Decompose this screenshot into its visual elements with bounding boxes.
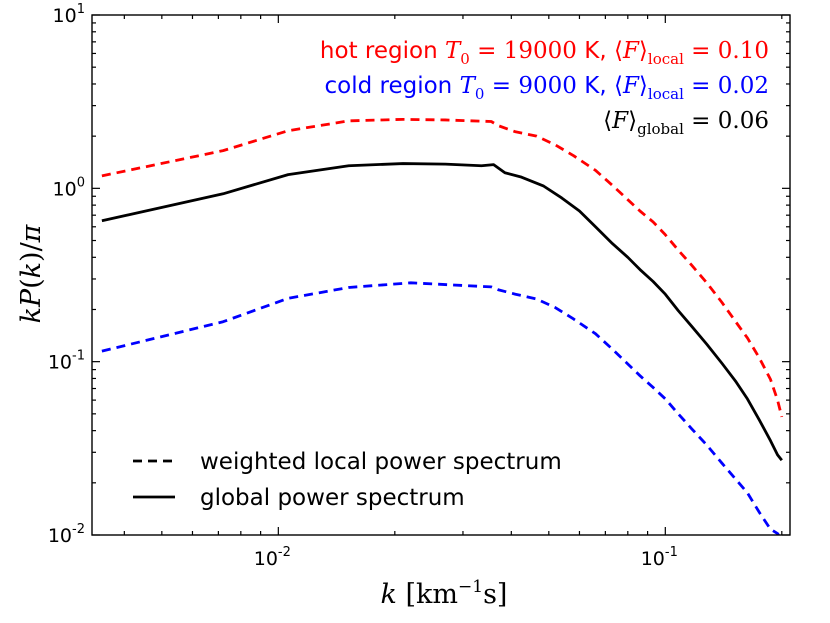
cold-region-label: cold region xyxy=(325,73,460,99)
x-axis-label: k [km−1s] xyxy=(381,577,508,610)
hot-t0-value: 19000 xyxy=(504,38,577,64)
y-axis-label: kP(k)/π xyxy=(16,223,47,323)
cold-t0-value: 9000 xyxy=(518,73,577,99)
annotation-hot-region: hot region T0 = 19000 K, ⟨F⟩local = 0.10 xyxy=(320,38,769,68)
x-tick-label: 10-1 xyxy=(641,545,678,570)
hot-region-label: hot region xyxy=(320,38,445,64)
hot-f-value: 0.10 xyxy=(718,38,769,64)
x-tick-label: 10-2 xyxy=(254,545,291,570)
y-tick-label: 100 xyxy=(53,175,85,200)
series-line-cold xyxy=(101,281,781,535)
series-line-hot xyxy=(101,117,784,418)
series-line-global xyxy=(101,162,783,462)
global-f-label: global xyxy=(637,120,684,138)
hot-f-label: local xyxy=(648,50,684,68)
cold-f-value: 0.02 xyxy=(718,73,769,99)
series-layer xyxy=(101,117,784,535)
legend-label-global: global power spectrum xyxy=(200,485,465,511)
hot-unit: K, xyxy=(584,38,606,64)
legend: weighted local power spectrum global pow… xyxy=(133,449,562,511)
y-tick-label: 10-1 xyxy=(48,349,85,374)
cold-f-label: local xyxy=(648,85,684,103)
y-tick-label: 101 xyxy=(53,2,85,27)
legend-label-weighted-local: weighted local power spectrum xyxy=(200,449,562,475)
plot-frame xyxy=(91,14,791,536)
global-f-value: 0.06 xyxy=(718,108,769,134)
annotation-cold-region: cold region T0 = 9000 K, ⟨F⟩local = 0.02 xyxy=(325,73,770,103)
cold-unit: K, xyxy=(584,73,606,99)
annotation-global: ⟨F⟩global = 0.06 xyxy=(603,108,769,138)
ticks-layer: 10-2 10-1 10-2 10-1 100 101 xyxy=(48,2,790,570)
y-tick-label: 10-2 xyxy=(48,522,85,547)
